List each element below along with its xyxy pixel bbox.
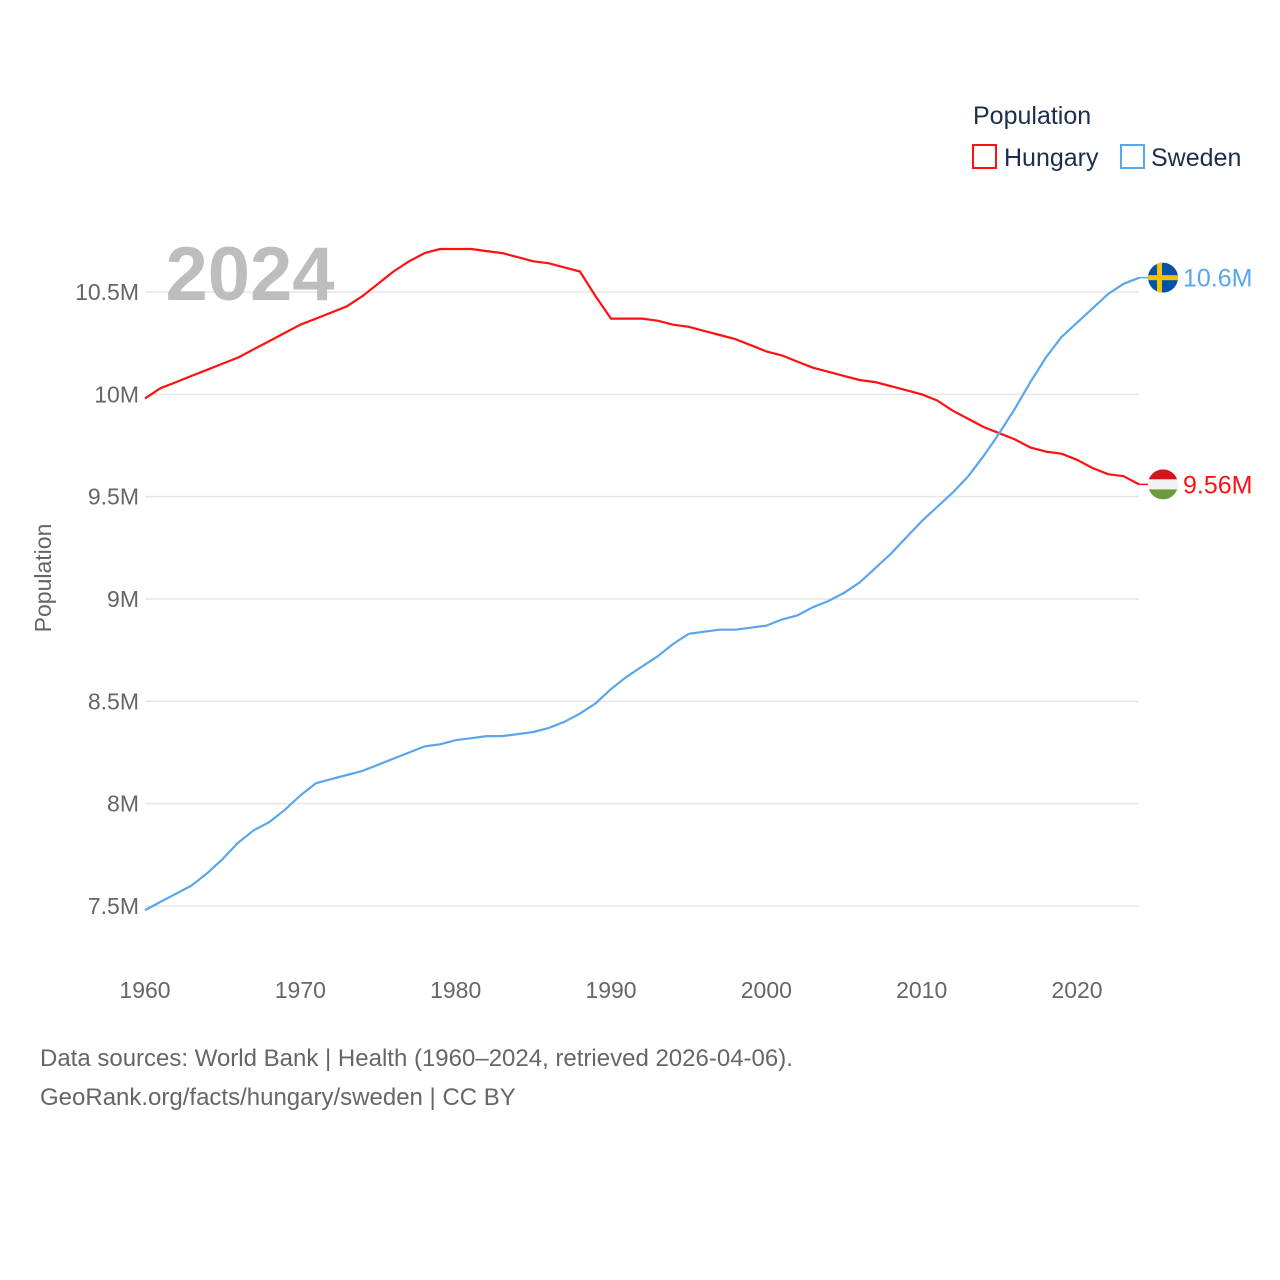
legend-title: Population xyxy=(973,102,1091,130)
x-tick-label: 1960 xyxy=(119,977,170,1003)
x-axis-ticks: 1960 1970 1980 1990 2000 2010 2020 xyxy=(119,977,1102,1003)
footer-attribution[interactable]: GeoRank.org/facts/hungary/sweden | CC BY xyxy=(40,1084,516,1111)
gridlines xyxy=(145,291,1139,907)
y-tick-label: 8M xyxy=(107,791,139,817)
end-labels: 9.56M 10.6M xyxy=(1139,262,1252,500)
y-tick-label: 10.5M xyxy=(75,279,139,305)
x-tick-label: 2010 xyxy=(896,977,947,1003)
current-year-label: 2024 xyxy=(165,232,334,317)
series-line-hungary xyxy=(144,247,1140,486)
series-line-sweden xyxy=(144,276,1140,912)
end-label-sweden: 10.6M xyxy=(1183,265,1252,293)
legend-label-sweden: Sweden xyxy=(1151,144,1241,172)
legend: Population Hungary Sweden xyxy=(972,102,1241,172)
y-axis-label: Population xyxy=(30,524,56,633)
x-tick-label: 2020 xyxy=(1051,977,1102,1003)
x-tick-label: 2000 xyxy=(741,977,792,1003)
footer-sources: Data sources: World Bank | Health (1960–… xyxy=(40,1045,793,1072)
x-tick-label: 1980 xyxy=(430,977,481,1003)
y-axis-ticks: 7.5M 8M 8.5M 9M 9.5M 10M 10.5M xyxy=(75,279,139,919)
y-tick-label: 8.5M xyxy=(88,688,139,714)
series-lines xyxy=(144,247,1140,912)
hungary-flag-icon xyxy=(1148,469,1178,500)
sweden-flag-icon xyxy=(1148,262,1178,293)
y-tick-label: 9.5M xyxy=(88,484,139,510)
x-tick-label: 1970 xyxy=(275,977,326,1003)
y-tick-label: 7.5M xyxy=(88,893,139,919)
legend-label-hungary: Hungary xyxy=(1004,144,1099,172)
y-tick-label: 9M xyxy=(107,586,139,612)
legend-item-sweden[interactable]: Sweden xyxy=(1120,144,1241,172)
end-label-hungary: 9.56M xyxy=(1183,471,1252,499)
legend-swatch-sweden xyxy=(1120,144,1145,169)
y-tick-label: 10M xyxy=(94,381,139,407)
legend-swatch-hungary xyxy=(972,144,997,169)
x-tick-label: 1990 xyxy=(585,977,636,1003)
legend-item-hungary[interactable]: Hungary xyxy=(972,144,1099,172)
